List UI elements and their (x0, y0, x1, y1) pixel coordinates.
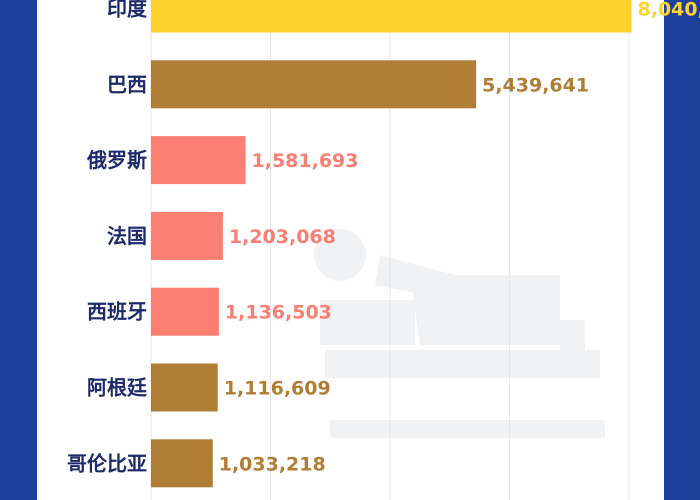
bars (151, 0, 632, 488)
category-label: 巴西 (107, 72, 147, 96)
bar (151, 363, 218, 412)
value-label: 5,439,641 (482, 74, 589, 96)
bar (151, 60, 477, 109)
value-label: 8,040,203 (638, 0, 700, 21)
category-label: 法国 (107, 224, 147, 248)
bar (151, 439, 213, 488)
value-labels: 8,040,203 5,439,641 1,581,693 1,203,068 1,13… (219, 0, 700, 475)
value-label: 1,116,609 (224, 378, 331, 400)
value-label: 1,203,068 (229, 226, 336, 248)
category-label: 阿根廷 (87, 376, 148, 400)
category-label: 哥伦比亚 (67, 451, 147, 475)
bar (151, 136, 246, 185)
category-label: 西班牙 (87, 300, 147, 324)
bar (151, 211, 223, 260)
bar (151, 0, 632, 33)
bar (151, 287, 219, 336)
category-label: 印度 (107, 0, 148, 21)
category-label: 俄罗斯 (86, 148, 147, 172)
value-label: 1,033,218 (219, 453, 326, 475)
value-label: 1,136,503 (225, 302, 332, 324)
value-label: 1,581,693 (252, 150, 359, 172)
person-lying-on-bed-icon (314, 229, 605, 438)
